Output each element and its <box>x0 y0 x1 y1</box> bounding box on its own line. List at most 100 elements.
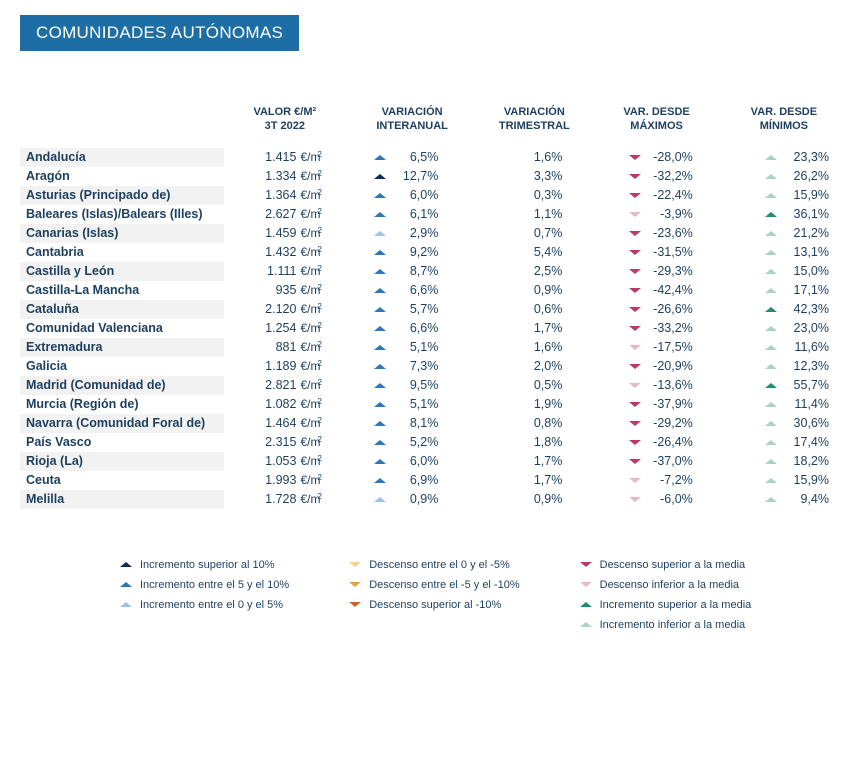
from-max-cell: -13,6% <box>590 376 722 395</box>
table-row: Madrid (Comunidad de)2.821€/m29,5%0,5%-1… <box>20 376 845 395</box>
region-name: Navarra (Comunidad Foral de) <box>20 414 224 433</box>
region-name: Extremadura <box>20 338 224 357</box>
from-max-cell: -20,9% <box>590 357 722 376</box>
value-cell: 1.459€/m2 <box>224 224 346 243</box>
from-max-cell: -3,9% <box>590 205 722 224</box>
triangle-up-icon <box>765 250 777 255</box>
legend-item: Incremento entre el 0 y el 5% <box>120 599 289 611</box>
triangle-up-icon <box>374 345 386 350</box>
triangle-up-icon <box>765 174 777 179</box>
triangle-up-icon <box>374 383 386 388</box>
table-row: Andalucía1.415€/m26,5%1,6%-28,0%23,3% <box>20 148 845 167</box>
legend-label: Incremento superior al 10% <box>140 559 275 571</box>
triangle-down-icon <box>629 326 641 331</box>
table-row: Baleares (Islas)/Balears (Illes)2.627€/m… <box>20 205 845 224</box>
interannual-cell: 5,7% <box>346 300 478 319</box>
from-min-cell: 21,2% <box>723 224 845 243</box>
value-cell: 1.364€/m2 <box>224 186 346 205</box>
interannual-cell: 5,1% <box>346 395 478 414</box>
interannual-cell: 2,9% <box>346 224 478 243</box>
value-cell: 2.821€/m2 <box>224 376 346 395</box>
region-name: Canarias (Islas) <box>20 224 224 243</box>
quarterly-cell: 0,7% <box>478 224 590 243</box>
interannual-cell: 5,2% <box>346 433 478 452</box>
interannual-cell: 0,9% <box>346 490 478 509</box>
legend-item: Descenso entre el 0 y el -5% <box>349 559 519 571</box>
from-min-cell: 11,6% <box>723 338 845 357</box>
region-name: Galicia <box>20 357 224 376</box>
interannual-cell: 8,1% <box>346 414 478 433</box>
region-name: Cataluña <box>20 300 224 319</box>
table-row: Aragón1.334€/m212,7%3,3%-32,2%26,2% <box>20 167 845 186</box>
triangle-up-icon <box>765 478 777 483</box>
legend-item: Incremento superior a la media <box>580 599 752 611</box>
from-min-cell: 15,9% <box>723 186 845 205</box>
table-row: Extremadura881€/m25,1%1,6%-17,5%11,6% <box>20 338 845 357</box>
interannual-cell: 9,2% <box>346 243 478 262</box>
quarterly-cell: 1,1% <box>478 205 590 224</box>
legend-label: Incremento entre el 0 y el 5% <box>140 599 283 611</box>
section-title: COMUNIDADES AUTÓNOMAS <box>20 15 299 51</box>
from-min-cell: 12,3% <box>723 357 845 376</box>
value-cell: 1.111€/m2 <box>224 262 346 281</box>
triangle-down-icon <box>580 582 592 587</box>
from-min-cell: 15,9% <box>723 471 845 490</box>
quarterly-cell: 0,8% <box>478 414 590 433</box>
triangle-up-icon <box>374 193 386 198</box>
legend-label: Descenso superior al -10% <box>369 599 501 611</box>
triangle-up-icon <box>765 459 777 464</box>
value-cell: 1.189€/m2 <box>224 357 346 376</box>
from-max-cell: -31,5% <box>590 243 722 262</box>
legend-label: Incremento superior a la media <box>600 599 752 611</box>
value-cell: 1.053€/m2 <box>224 452 346 471</box>
from-min-cell: 18,2% <box>723 452 845 471</box>
region-name: Asturias (Principado de) <box>20 186 224 205</box>
from-max-cell: -29,2% <box>590 414 722 433</box>
from-min-cell: 42,3% <box>723 300 845 319</box>
triangle-down-icon <box>629 250 641 255</box>
triangle-down-icon <box>629 440 641 445</box>
value-cell: 1.415€/m2 <box>224 148 346 167</box>
quarterly-cell: 0,6% <box>478 300 590 319</box>
table-row: Ceuta1.993€/m26,9%1,7%-7,2%15,9% <box>20 471 845 490</box>
legend-column: Incremento superior al 10% Incremento ent… <box>120 559 289 631</box>
triangle-up-icon <box>765 193 777 198</box>
value-cell: 1.728€/m2 <box>224 490 346 509</box>
table-row: Melilla1.728€/m20,9%0,9%-6,0%9,4% <box>20 490 845 509</box>
region-name: Castilla y León <box>20 262 224 281</box>
triangle-down-icon <box>349 562 361 567</box>
triangle-up-icon <box>120 582 132 587</box>
quarterly-cell: 1,7% <box>478 319 590 338</box>
header-max: VAR. DESDEMÁXIMOS <box>590 101 722 148</box>
table-row: Castilla-La Mancha935€/m26,6%0,9%-42,4%1… <box>20 281 845 300</box>
region-name: Cantabria <box>20 243 224 262</box>
legend-item: Descenso entre el -5 y el -10% <box>349 579 519 591</box>
quarterly-cell: 1,8% <box>478 433 590 452</box>
from-max-cell: -28,0% <box>590 148 722 167</box>
interannual-cell: 6,0% <box>346 452 478 471</box>
triangle-up-icon <box>374 440 386 445</box>
quarterly-cell: 2,0% <box>478 357 590 376</box>
from-min-cell: 13,1% <box>723 243 845 262</box>
from-max-cell: -29,3% <box>590 262 722 281</box>
legend-item: Incremento inferior a la media <box>580 619 752 631</box>
triangle-up-icon <box>120 562 132 567</box>
header-name <box>20 101 224 148</box>
from-max-cell: -33,2% <box>590 319 722 338</box>
quarterly-cell: 0,5% <box>478 376 590 395</box>
from-max-cell: -42,4% <box>590 281 722 300</box>
triangle-up-icon <box>374 231 386 236</box>
from-min-cell: 11,4% <box>723 395 845 414</box>
triangle-up-icon <box>765 155 777 160</box>
triangle-down-icon <box>629 364 641 369</box>
triangle-up-icon <box>765 402 777 407</box>
triangle-down-icon <box>629 307 641 312</box>
from-min-cell: 36,1% <box>723 205 845 224</box>
triangle-down-icon <box>629 459 641 464</box>
triangle-up-icon <box>765 231 777 236</box>
interannual-cell: 6,5% <box>346 148 478 167</box>
interannual-cell: 7,3% <box>346 357 478 376</box>
legend-label: Descenso inferior a la media <box>600 579 739 591</box>
data-table: VALOR €/M²3T 2022 VARIACIÓNINTERANUAL VA… <box>20 101 845 509</box>
region-name: Andalucía <box>20 148 224 167</box>
